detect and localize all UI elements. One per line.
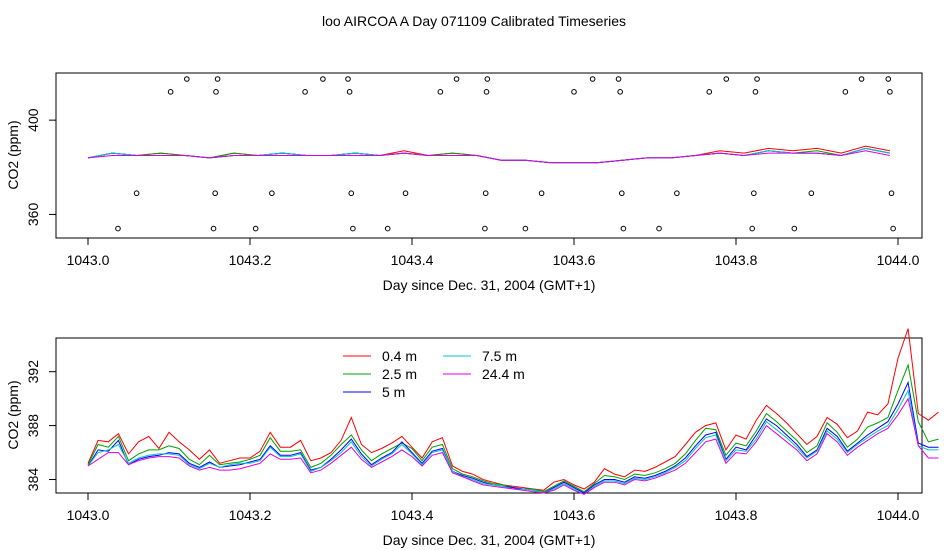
x-tick-label: 1043.0 [67, 252, 110, 268]
data-point [615, 76, 622, 82]
data-point [453, 76, 460, 82]
data-point [888, 190, 895, 197]
y-tick-label: 388 [25, 414, 41, 438]
data-point [620, 225, 627, 232]
data-point [538, 190, 545, 197]
data-point [184, 76, 190, 82]
data-point [589, 76, 596, 82]
bottom-x-axis-label: Day since Dec. 31, 2004 (GMT+1) [383, 532, 596, 548]
data-point [482, 190, 489, 197]
top-y-axis-label: CO2 (ppm) [5, 120, 21, 189]
data-point [887, 89, 893, 95]
y-tick-label: 360 [25, 203, 41, 227]
series-line [87, 328, 939, 491]
data-point [706, 89, 713, 95]
y-tick-label: 384 [25, 468, 41, 492]
data-point [791, 225, 798, 232]
series-line [87, 389, 939, 495]
data-point [484, 76, 491, 82]
data-point [213, 89, 219, 95]
data-point [482, 225, 488, 232]
legend-label: 2.5 m [382, 366, 417, 382]
data-point [618, 190, 625, 197]
series-line [87, 150, 890, 164]
series-line [87, 145, 890, 164]
data-point [320, 76, 326, 82]
series-line [87, 363, 939, 493]
data-point [674, 190, 680, 197]
legend: 0.4 m 2.5 m 5 m 7.5 m 24.4 m [343, 348, 525, 400]
data-point [483, 89, 490, 95]
data-point [384, 225, 391, 232]
legend-label: 0.4 m [382, 348, 417, 364]
x-tick-label: 1043.6 [553, 252, 596, 268]
data-point [346, 89, 353, 95]
top-points-group [115, 76, 896, 232]
top-x-axis: 1043.0 1043.2 1043.4 1043.6 1043.8 1044.0 [67, 238, 920, 268]
data-point [167, 89, 174, 95]
data-point [522, 225, 529, 232]
top-x-axis-label: Day since Dec. 31, 2004 (GMT+1) [383, 277, 596, 293]
data-point [252, 225, 259, 232]
top-plot-frame [55, 72, 923, 239]
data-point [115, 225, 121, 232]
series-line [87, 397, 939, 495]
data-point [571, 89, 577, 95]
legend-label: 24.4 m [482, 366, 525, 382]
bottom-x-axis: 1043.0 1043.2 1043.4 1043.6 1043.8 1044.0 [67, 493, 920, 523]
data-point [269, 190, 275, 197]
bottom-panel: 1043.0 1043.2 1043.4 1043.6 1043.8 1044.0 384… [5, 328, 939, 548]
data-point [437, 89, 444, 95]
data-point [214, 76, 221, 82]
x-tick-label: 1043.4 [391, 252, 434, 268]
data-point [858, 76, 865, 82]
series-line [87, 380, 939, 494]
bottom-y-axis-label: CO2 (ppm) [5, 380, 21, 449]
x-tick-label: 1043.8 [715, 507, 758, 523]
chart-title: loo AIRCOA A Day 071109 Calibrated Times… [322, 13, 626, 29]
x-tick-label: 1043.6 [553, 507, 596, 523]
x-tick-label: 1043.2 [229, 507, 272, 523]
data-point [751, 190, 757, 197]
x-tick-label: 1043.2 [229, 252, 272, 268]
data-point [808, 190, 815, 197]
x-tick-label: 1044.0 [877, 507, 920, 523]
data-point [302, 89, 308, 95]
data-point [345, 76, 351, 82]
data-point [617, 89, 623, 95]
data-point [348, 190, 355, 197]
data-point [842, 89, 849, 95]
y-tick-label: 400 [25, 108, 41, 132]
x-tick-label: 1044.0 [877, 252, 920, 268]
data-point [210, 225, 217, 232]
data-point [749, 225, 756, 232]
data-point [890, 225, 896, 232]
top-series-group [87, 145, 890, 164]
bottom-y-axis: 384 388 392 [25, 360, 56, 491]
series-line [87, 147, 890, 164]
data-point [402, 190, 409, 197]
top-panel: 1043.0 1043.2 1043.4 1043.6 1043.8 1044.0 360… [5, 72, 923, 293]
data-point [752, 89, 759, 95]
data-point [754, 76, 760, 82]
top-y-axis: 360 400 [25, 108, 56, 226]
y-tick-label: 392 [25, 360, 41, 384]
data-point [133, 190, 140, 197]
data-point [212, 190, 218, 197]
x-tick-label: 1043.8 [715, 252, 758, 268]
data-point [723, 76, 730, 82]
legend-label: 5 m [382, 384, 405, 400]
legend-label: 7.5 m [482, 348, 517, 364]
data-point [350, 225, 356, 232]
bottom-series-group [87, 328, 939, 495]
x-tick-label: 1043.4 [391, 507, 434, 523]
data-point [885, 76, 892, 82]
x-tick-label: 1043.0 [67, 507, 110, 523]
data-point [656, 225, 662, 232]
